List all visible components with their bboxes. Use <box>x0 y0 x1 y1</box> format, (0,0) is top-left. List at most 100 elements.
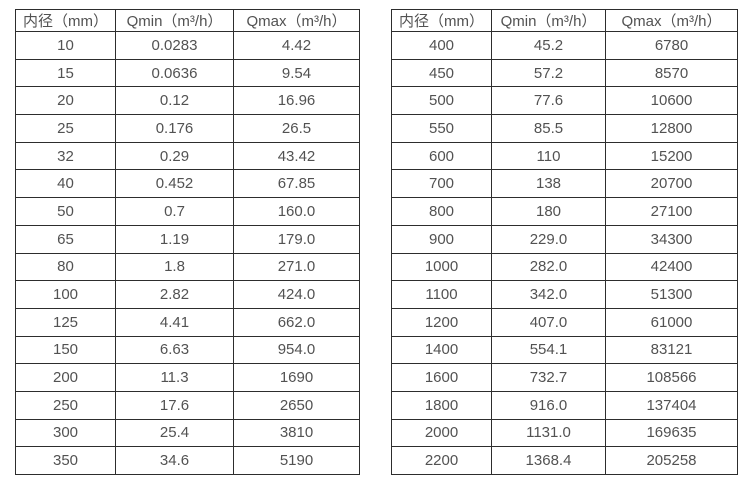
table-cell: 57.2 <box>491 58 606 88</box>
table-cell: 1.19 <box>115 224 234 254</box>
table-cell: 4.41 <box>115 307 234 337</box>
table-cell: 554.1 <box>491 335 606 365</box>
table-cell: 271.0 <box>233 252 360 282</box>
table-row: 200 11.3 1690 <box>15 363 360 392</box>
table-row: 550 85.5 12800 <box>391 114 738 143</box>
table-cell: 42400 <box>605 252 738 282</box>
table-cell: 32 <box>15 141 116 171</box>
table-cell: 1100 <box>391 280 492 309</box>
table-cell: 916.0 <box>491 390 606 420</box>
table-row: 125 4.41 662.0 <box>15 307 360 337</box>
table-row: 1200 407.0 61000 <box>391 307 738 337</box>
table-row: 10 0.0283 4.42 <box>15 31 360 60</box>
table-row: 15 0.0636 9.54 <box>15 58 360 88</box>
table-cell: 61000 <box>605 307 738 337</box>
table-cell: 424.0 <box>233 280 360 309</box>
table-cell: 20 <box>15 86 116 116</box>
table-cell: 250 <box>15 390 116 420</box>
table-cell: 229.0 <box>491 224 606 254</box>
table-cell: 3810 <box>233 418 360 448</box>
table-cell: 1800 <box>391 390 492 420</box>
table-cell: 0.0636 <box>115 58 234 88</box>
table-cell: 1690 <box>233 363 360 392</box>
table-row: 1800 916.0 137404 <box>391 390 738 420</box>
table-cell: 0.452 <box>115 169 234 199</box>
table-row: 150 6.63 954.0 <box>15 335 360 365</box>
table-row: 40 0.452 67.85 <box>15 169 360 199</box>
table-cell: 160.0 <box>233 197 360 226</box>
table-cell: 51300 <box>605 280 738 309</box>
table-cell: 26.5 <box>233 114 360 143</box>
table-cell: 179.0 <box>233 224 360 254</box>
table-cell: 85.5 <box>491 114 606 143</box>
table-cell: 400 <box>391 31 492 60</box>
table-cell: 110 <box>491 141 606 171</box>
table-cell: 4.42 <box>233 31 360 60</box>
table-cell: 34300 <box>605 224 738 254</box>
table-row: 350 34.6 5190 <box>15 446 360 475</box>
table-cell: 282.0 <box>491 252 606 282</box>
table-cell: 16.96 <box>233 86 360 116</box>
table-cell: 550 <box>391 114 492 143</box>
table-cell: 125 <box>15 307 116 337</box>
table-cell: 700 <box>391 169 492 199</box>
table-cell: 954.0 <box>233 335 360 365</box>
table-row: 65 1.19 179.0 <box>15 224 360 254</box>
table-cell: 300 <box>15 418 116 448</box>
table-cell: 108566 <box>605 363 738 392</box>
table-cell: 34.6 <box>115 446 234 475</box>
table-cell: 25 <box>15 114 116 143</box>
table-cell: 500 <box>391 86 492 116</box>
table-cell: 1368.4 <box>491 446 606 475</box>
table-cell: 138 <box>491 169 606 199</box>
column-header: 内径（mm） <box>15 9 116 32</box>
table-cell: 150 <box>15 335 116 365</box>
table-cell: 45.2 <box>491 31 606 60</box>
table-row: 100 2.82 424.0 <box>15 280 360 309</box>
table-cell: 65 <box>15 224 116 254</box>
table-header-row: 内径（mm） Qmin（m³/h） Qmax（m³/h） <box>391 9 738 32</box>
table-cell: 1000 <box>391 252 492 282</box>
column-header: Qmax（m³/h） <box>605 9 738 32</box>
table-cell: 450 <box>391 58 492 88</box>
column-header: 内径（mm） <box>391 9 492 32</box>
column-header: Qmin（m³/h） <box>115 9 234 32</box>
table-cell: 12800 <box>605 114 738 143</box>
table-cell: 6780 <box>605 31 738 60</box>
table-row: 1000 282.0 42400 <box>391 252 738 282</box>
table-cell: 0.12 <box>115 86 234 116</box>
column-header: Qmin（m³/h） <box>491 9 606 32</box>
table-cell: 67.85 <box>233 169 360 199</box>
table-cell: 2200 <box>391 446 492 475</box>
table-row: 600 110 15200 <box>391 141 738 171</box>
table-cell: 205258 <box>605 446 738 475</box>
table-cell: 6.63 <box>115 335 234 365</box>
table-cell: 2650 <box>233 390 360 420</box>
table-cell: 600 <box>391 141 492 171</box>
table-cell: 25.4 <box>115 418 234 448</box>
table-row: 500 77.6 10600 <box>391 86 738 116</box>
table-cell: 50 <box>15 197 116 226</box>
table-row: 50 0.7 160.0 <box>15 197 360 226</box>
table-cell: 732.7 <box>491 363 606 392</box>
table-cell: 15200 <box>605 141 738 171</box>
table-cell: 8570 <box>605 58 738 88</box>
table-row: 250 17.6 2650 <box>15 390 360 420</box>
table-row: 2000 1131.0 169635 <box>391 418 738 448</box>
table-header-row: 内径（mm） Qmin（m³/h） Qmax（m³/h） <box>15 9 360 32</box>
table-cell: 27100 <box>605 197 738 226</box>
table-cell: 1200 <box>391 307 492 337</box>
table-row: 400 45.2 6780 <box>391 31 738 60</box>
table-cell: 11.3 <box>115 363 234 392</box>
table-cell: 662.0 <box>233 307 360 337</box>
table-cell: 800 <box>391 197 492 226</box>
table-cell: 2.82 <box>115 280 234 309</box>
table-row: 800 180 27100 <box>391 197 738 226</box>
table-cell: 137404 <box>605 390 738 420</box>
table-cell: 342.0 <box>491 280 606 309</box>
table-row: 80 1.8 271.0 <box>15 252 360 282</box>
table-cell: 350 <box>15 446 116 475</box>
table-cell: 1131.0 <box>491 418 606 448</box>
table-cell: 10600 <box>605 86 738 116</box>
